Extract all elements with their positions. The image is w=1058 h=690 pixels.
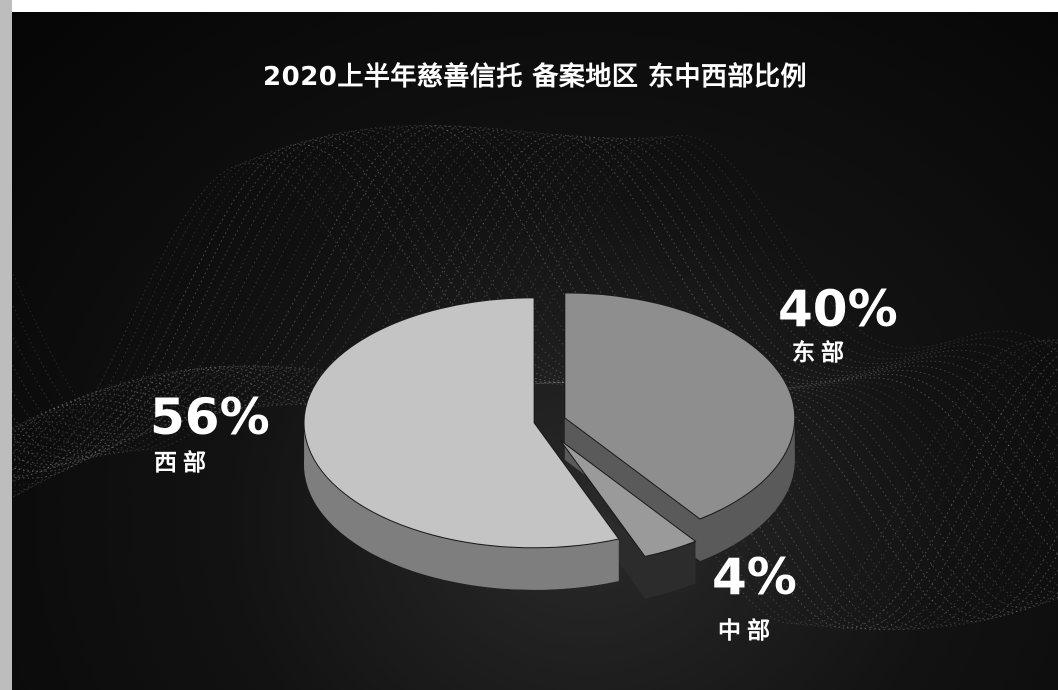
wave-line bbox=[12, 128, 1058, 630]
data-label-region-west: 西部 bbox=[154, 450, 212, 476]
wave-line bbox=[12, 134, 1058, 451]
pie-slice-side-0 bbox=[700, 417, 795, 561]
pie-slice-side-1 bbox=[645, 541, 696, 599]
data-label-region-east: 东部 bbox=[792, 340, 850, 366]
wave-line bbox=[12, 136, 1058, 490]
wave-line bbox=[12, 136, 1058, 453]
wave-line bbox=[12, 132, 1058, 572]
pie-chart bbox=[303, 292, 796, 599]
wave-line bbox=[12, 127, 1058, 605]
data-label-percent-central: 4% bbox=[712, 548, 797, 606]
pie-slice-1 bbox=[559, 439, 697, 558]
wave-line bbox=[12, 125, 1058, 627]
pie-slice-0 bbox=[564, 292, 796, 520]
wave-line bbox=[12, 137, 1058, 458]
wave-line bbox=[12, 136, 1058, 631]
pie-slice-2 bbox=[303, 297, 620, 549]
chart-panel: 2020上半年慈善信托 备案地区 东中西部比例 40% 东部 4% 中部 56%… bbox=[12, 12, 1058, 690]
wave-line bbox=[12, 135, 1058, 536]
wave-line bbox=[12, 131, 1058, 585]
wave-line bbox=[12, 133, 1058, 556]
chart-title: 2020上半年慈善信托 备案地区 东中西部比例 bbox=[263, 62, 807, 92]
wave-line bbox=[12, 124, 1058, 623]
wave-line bbox=[12, 137, 1058, 456]
data-label-percent-east: 40% bbox=[778, 280, 898, 338]
wave-line bbox=[12, 124, 1058, 620]
wave-line bbox=[12, 129, 1058, 600]
data-label-percent-west: 56% bbox=[150, 388, 270, 446]
wave-line bbox=[12, 127, 1058, 609]
data-label-region-central: 中部 bbox=[718, 618, 776, 644]
wave-line bbox=[12, 162, 1058, 625]
wave-line bbox=[12, 135, 1058, 452]
left-border-strip bbox=[0, 0, 12, 690]
